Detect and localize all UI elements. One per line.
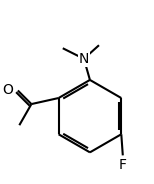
Text: F: F (119, 158, 127, 172)
Text: O: O (2, 84, 13, 98)
Text: N: N (79, 52, 89, 66)
